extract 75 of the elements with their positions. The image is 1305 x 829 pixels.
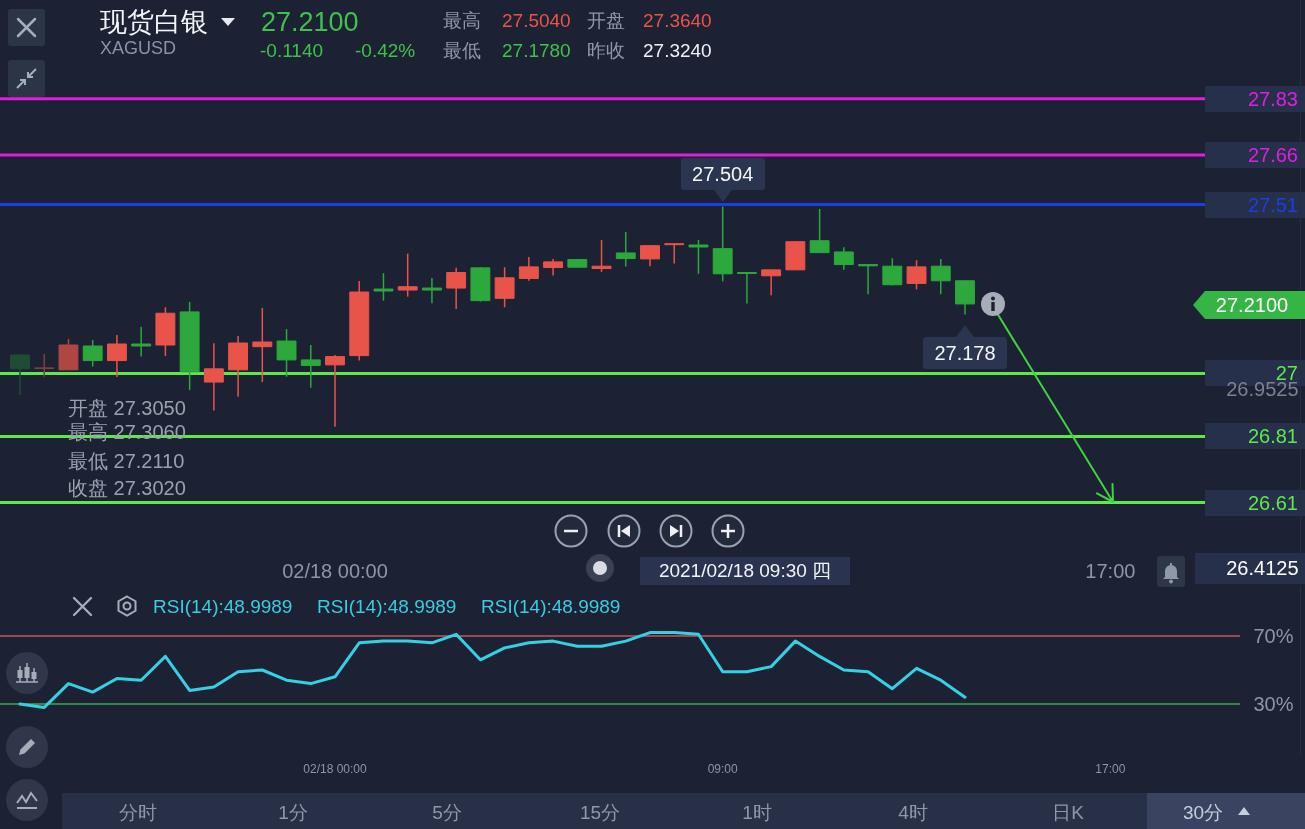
text: XAGUSD <box>100 38 177 58</box>
annotation: 27.5040 <box>502 9 571 31</box>
candlestick <box>325 354 345 428</box>
candlestick <box>615 231 636 268</box>
annotation: 收盘 27.3020 <box>68 477 186 499</box>
candlestick <box>858 263 879 296</box>
candlestick <box>591 239 612 273</box>
annotation: 2021/02/18 09:30 四 <box>640 557 850 585</box>
candlestick <box>276 328 297 378</box>
ref-line-label: 27.83 <box>1247 87 1298 110</box>
annotation: RSI(14):48.9989 <box>153 595 293 617</box>
annotation: -0.42% <box>355 39 416 61</box>
candlestick <box>373 272 394 302</box>
text: 日K <box>1052 801 1084 823</box>
annotation: 开盘 <box>587 9 625 31</box>
text: 分时 <box>119 801 157 823</box>
x-tick-label: 02/18 00:00 <box>282 559 388 582</box>
y-tick-label: 70% <box>1253 624 1294 647</box>
annotation: 27.178 <box>922 336 1007 369</box>
ref-line-label: 26.61 <box>1247 491 1298 514</box>
y-tick-label: 26.4125 <box>1226 556 1299 579</box>
x-tick-label: 09:00 <box>707 761 739 776</box>
candlestick <box>640 244 660 267</box>
annotation: 昨收 <box>587 39 625 61</box>
text: 30分 <box>1182 801 1224 823</box>
ref-line-label: 27.66 <box>1247 143 1298 166</box>
candlestick <box>664 242 685 265</box>
text: 1分 <box>278 801 308 823</box>
candlestick <box>494 266 515 309</box>
candlestick <box>736 271 757 305</box>
candlestick <box>906 259 927 291</box>
text: 1时 <box>742 801 772 823</box>
candlestick <box>10 354 30 396</box>
y-tick-label: 30% <box>1253 692 1294 715</box>
annotation: 最高 <box>443 9 481 31</box>
annotation: RSI(14):48.9989 <box>481 595 621 617</box>
candlestick <box>203 342 224 412</box>
annotation: 最低 <box>443 39 481 61</box>
annotation: -0.1140 <box>260 39 324 61</box>
text: 4时 <box>898 801 928 823</box>
annotation: 最低 27.2110 <box>68 450 185 472</box>
ref-line-label: 27.51 <box>1247 193 1298 216</box>
x-tick-label: 02/18 00:00 <box>303 761 368 776</box>
text: 15分 <box>579 801 621 823</box>
candlestick <box>82 339 103 368</box>
candlestick <box>518 256 539 282</box>
ref-line-label: 26.81 <box>1247 425 1298 448</box>
candlestick <box>131 326 152 358</box>
candlestick <box>688 239 709 275</box>
x-tick-label: 17:00 <box>1095 761 1126 776</box>
candlestick <box>300 344 321 389</box>
candlestick <box>252 307 273 383</box>
candlestick <box>446 267 467 310</box>
candlestick <box>833 246 854 271</box>
candlestick <box>761 269 782 297</box>
x-tick-label: 17:00 <box>1085 559 1136 582</box>
annotation: 27.504 <box>680 157 765 190</box>
annotation: 27.1780 <box>502 39 571 61</box>
annotation: 27.3640 <box>643 9 712 31</box>
candlestick <box>955 280 975 316</box>
candlestick <box>421 277 442 305</box>
annotation: 27.3240 <box>643 39 712 61</box>
annotation: RSI(14):48.9989 <box>317 595 457 617</box>
line-series <box>18 631 967 709</box>
text: 5分 <box>432 801 462 823</box>
candlestick <box>882 257 903 287</box>
candlestick <box>106 334 127 378</box>
candlestick <box>34 353 55 378</box>
chart-title: 现货白银 <box>100 6 208 37</box>
annotation: 27.2100 <box>261 6 359 37</box>
candlestick <box>397 252 418 298</box>
candlestick <box>930 258 951 296</box>
annotation: 开盘 27.3050 <box>68 397 186 419</box>
annotation: 27.2100 <box>1193 291 1305 319</box>
candlestick <box>809 208 830 254</box>
